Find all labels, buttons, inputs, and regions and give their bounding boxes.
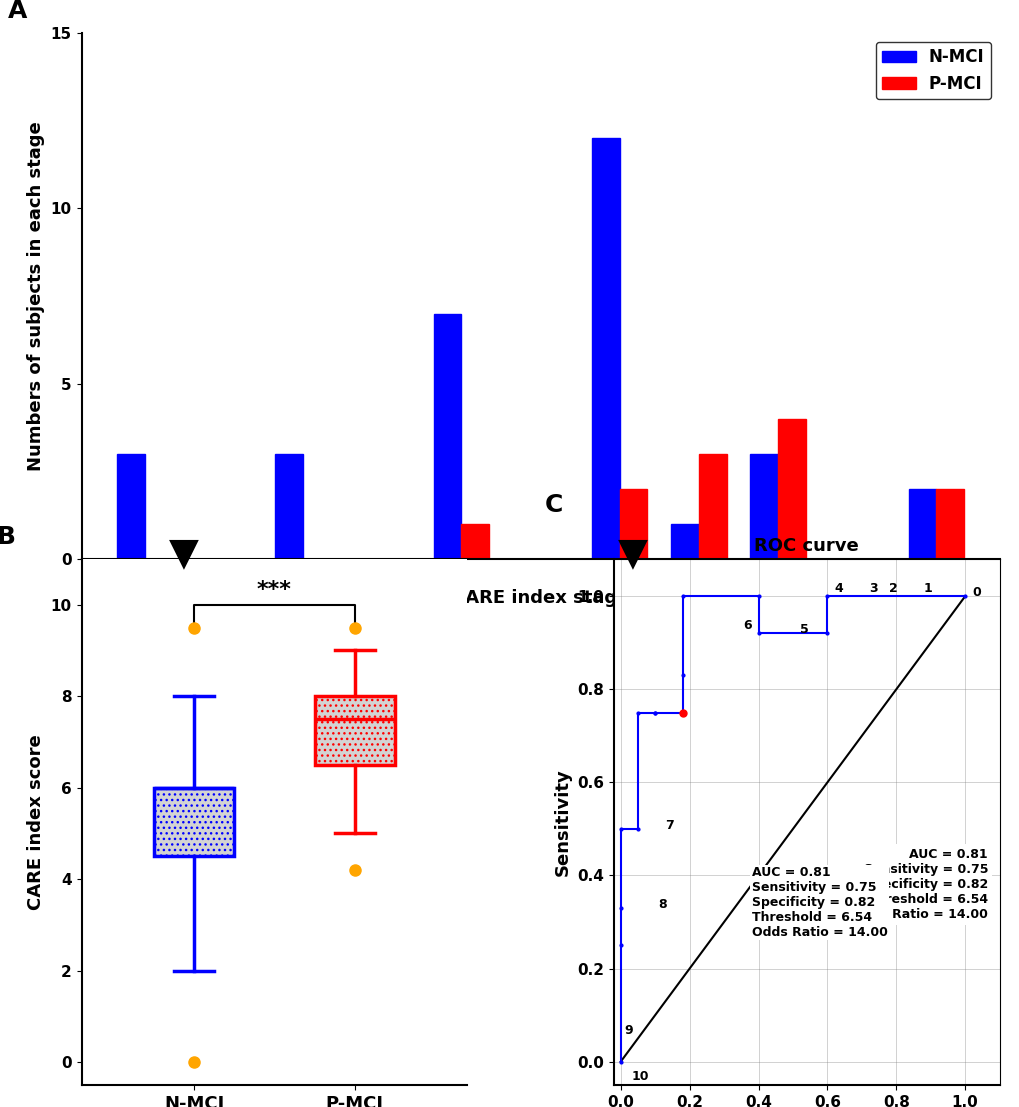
Text: A: A [8, 0, 28, 22]
Bar [117, 454, 145, 559]
Bar [591, 138, 620, 559]
Text: 2: 2 [889, 581, 898, 594]
Bar [620, 489, 647, 559]
Bar [433, 313, 461, 559]
Y-axis label: CARE index score: CARE index score [28, 734, 45, 910]
Text: 10: 10 [631, 1070, 648, 1084]
Title: ROC curve: ROC curve [754, 537, 858, 555]
Text: 8: 8 [658, 898, 666, 911]
Text: 4: 4 [834, 581, 843, 594]
Text: AUC = 0.81
Sensitivity = 0.75
Specificity = 0.82
Threshold = 6.54
Odds Ratio = 1: AUC = 0.81 Sensitivity = 0.75 Specificit… [851, 848, 987, 921]
Bar [461, 524, 489, 559]
Bar [698, 454, 726, 559]
Bar [908, 489, 935, 559]
Text: B: B [0, 525, 15, 548]
Legend: N-MCI, P-MCI: N-MCI, P-MCI [874, 42, 990, 100]
PathPatch shape [314, 696, 394, 765]
Bar [935, 489, 963, 559]
Y-axis label: Numbers of subjects in each stage: Numbers of subjects in each stage [28, 122, 45, 470]
PathPatch shape [154, 788, 234, 856]
Text: C: C [544, 493, 562, 517]
Text: 3: 3 [868, 581, 876, 594]
Text: 5: 5 [799, 623, 808, 637]
Text: ***: *** [257, 580, 291, 600]
Text: 9: 9 [624, 1024, 632, 1036]
Bar [777, 418, 805, 559]
Text: AUC = 0.81
Sensitivity = 0.75
Specificity = 0.82
Threshold = 6.54
Odds Ratio = 1: AUC = 0.81 Sensitivity = 0.75 Specificit… [751, 866, 887, 939]
Text: 1: 1 [923, 581, 931, 594]
Text: ▼: ▼ [616, 535, 647, 572]
Text: 7: 7 [664, 819, 674, 832]
Bar [671, 524, 698, 559]
Text: 6: 6 [742, 619, 751, 632]
Bar [275, 454, 303, 559]
Bar [750, 454, 777, 559]
Text: 0: 0 [971, 587, 980, 599]
Text: ▼: ▼ [168, 535, 199, 572]
X-axis label: CARE index stage: CARE index stage [451, 589, 629, 608]
Y-axis label: Sensitivity: Sensitivity [553, 768, 571, 876]
